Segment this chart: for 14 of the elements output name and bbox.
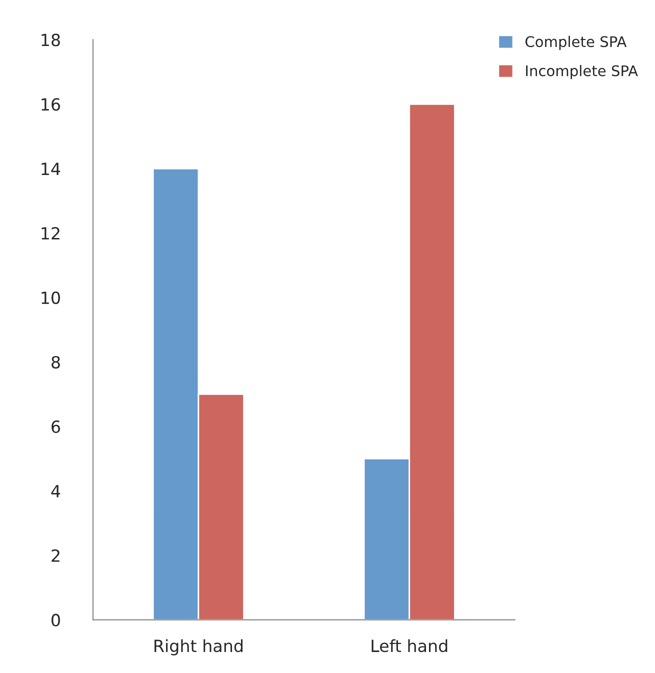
y-tick-label: 14 [42, 162, 60, 175]
legend-label: Incomplete SPA [526, 65, 638, 80]
y-tick-label: 6 [52, 420, 60, 434]
y-tick-label: 8 [52, 356, 60, 369]
y-tick-label: 0 [52, 614, 60, 626]
legend-label: Complete SPA [525, 36, 627, 50]
x-tick-label: Left hand [372, 639, 448, 652]
y-tick-label: 4 [51, 485, 60, 498]
y-tick-label: 16 [42, 98, 60, 111]
y-tick-label: 2 [52, 549, 60, 562]
y-tick-label: 10 [42, 292, 60, 304]
y-tick-label: 12 [42, 227, 60, 240]
y-tick-label: 18 [42, 34, 60, 46]
x-tick-label: Right hand [154, 639, 243, 656]
